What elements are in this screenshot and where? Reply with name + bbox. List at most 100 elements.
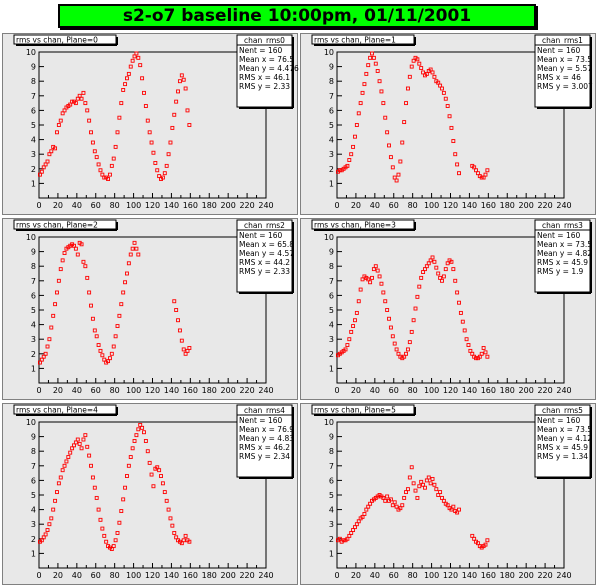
- y-tick-label: 6: [31, 291, 36, 300]
- data-point: [115, 324, 120, 329]
- data-point: [400, 140, 405, 145]
- y-tick-label: 4: [31, 321, 36, 330]
- data-point: [132, 439, 137, 443]
- x-tick-label: 220: [239, 571, 254, 580]
- plot-svg: 0 20 40 60 80 100 120 140 160 180 200 220 240 1 2 3 4 5 6 7…: [13, 219, 294, 395]
- data-point: [89, 303, 93, 308]
- data-point: [98, 517, 103, 522]
- data-point: [102, 533, 107, 538]
- stats-line: RMS y = 2.34: [239, 452, 290, 461]
- data-point: [430, 476, 435, 481]
- x-tick-label: 60: [91, 571, 101, 580]
- y-tick-label: 5: [329, 491, 334, 500]
- plot-svg: 0 20 40 60 80 100 120 140 160 180 200 220 240 1 2 3 4 5 6 7…: [311, 34, 593, 210]
- data-point: [98, 348, 103, 353]
- data-point: [451, 504, 456, 509]
- y-tick-label: 8: [31, 447, 36, 456]
- y-tick-label: 3: [31, 150, 36, 159]
- x-tick-label: 160: [481, 201, 496, 210]
- data-point: [117, 520, 122, 525]
- y-tick-label: 1: [31, 549, 36, 558]
- data-point: [81, 259, 86, 264]
- data-point: [55, 290, 59, 295]
- x-tick-label: 120: [145, 201, 160, 210]
- y-tick-label: 3: [329, 520, 334, 529]
- x-tick-label: 40: [370, 386, 380, 395]
- data-point: [168, 140, 173, 145]
- data-point: [136, 55, 141, 60]
- y-tick-label: 2: [329, 350, 334, 359]
- y-tick-label: 5: [31, 306, 36, 315]
- y-tick-label: 7: [31, 462, 36, 471]
- x-tick-label: 160: [183, 201, 198, 210]
- data-point: [170, 523, 175, 528]
- data-point: [354, 123, 359, 127]
- data-point: [370, 51, 374, 56]
- data-point: [58, 267, 63, 272]
- data-point: [77, 441, 82, 446]
- y-tick-label: 6: [329, 106, 334, 115]
- x-tick-label: 120: [443, 201, 458, 210]
- data-point: [90, 316, 95, 321]
- data-point: [417, 484, 422, 489]
- data-point: [94, 495, 99, 500]
- y-tick-label: 9: [329, 433, 334, 442]
- x-tick-label: 60: [91, 201, 101, 210]
- y-tick-label: 2: [31, 165, 36, 174]
- data-point: [81, 90, 86, 95]
- data-point: [400, 503, 405, 508]
- data-point: [379, 89, 384, 94]
- data-point: [115, 130, 120, 135]
- data-point: [443, 96, 448, 101]
- x-tick-label: 20: [351, 571, 361, 580]
- data-point: [347, 337, 352, 342]
- data-point: [434, 487, 439, 492]
- data-point: [174, 99, 179, 104]
- data-point: [43, 351, 48, 356]
- data-point: [60, 468, 65, 473]
- data-point: [353, 318, 357, 323]
- data-point: [126, 71, 131, 76]
- y-tick-label: 1: [329, 364, 334, 373]
- data-point: [438, 490, 443, 495]
- data-point: [481, 346, 486, 350]
- data-point: [375, 69, 380, 73]
- x-tick-label: 240: [556, 571, 571, 580]
- data-point: [455, 162, 460, 167]
- data-point: [385, 494, 390, 499]
- data-point: [134, 433, 139, 438]
- y-tick-label: 6: [31, 106, 36, 115]
- plot-svg: 0 20 40 60 80 100 120 140 160 180 200 220 240 1 2 3 4 5 6 7…: [311, 404, 592, 580]
- x-tick-label: 80: [110, 201, 120, 210]
- data-point: [90, 475, 95, 480]
- plot-svg: 0 20 40 60 80 100 120 140 160 180 200 220 240 1 2 3 4 5 6 7…: [13, 34, 299, 210]
- pad-plane-4: 0 20 40 60 80 100 120 140 160 180 200 220 240 1 2 3 4 5 6 7…: [2, 403, 298, 585]
- data-point: [119, 101, 124, 106]
- data-point: [415, 495, 420, 500]
- y-tick-label: 8: [329, 447, 334, 456]
- stats-name: chan_rms0: [244, 36, 285, 45]
- data-point: [142, 90, 146, 95]
- data-point: [119, 302, 124, 307]
- data-point: [417, 61, 422, 66]
- data-point: [407, 340, 412, 345]
- y-tick-label: 1: [31, 179, 36, 188]
- y-tick-label: 5: [31, 491, 36, 500]
- data-point: [388, 325, 393, 330]
- data-point: [368, 280, 373, 285]
- x-tick-label: 240: [258, 201, 273, 210]
- data-point: [455, 290, 460, 295]
- stats-name: chan_rms4: [244, 406, 285, 415]
- data-point: [92, 328, 97, 333]
- data-point: [75, 437, 80, 442]
- data-point: [466, 343, 471, 347]
- x-tick-label: 0: [36, 571, 41, 580]
- data-point: [123, 82, 128, 87]
- data-point: [107, 356, 112, 361]
- data-point: [394, 178, 399, 183]
- data-point: [157, 468, 162, 473]
- data-point: [379, 281, 384, 286]
- data-point: [366, 63, 371, 68]
- data-point: [66, 455, 71, 459]
- x-tick-label: 200: [221, 571, 236, 580]
